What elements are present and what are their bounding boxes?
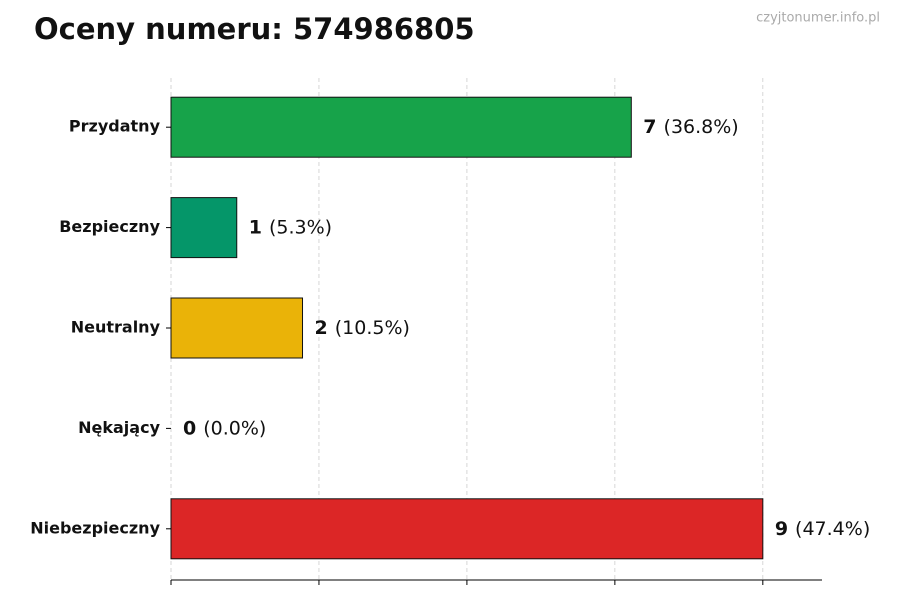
value-label: 1 (5.3%): [249, 216, 332, 238]
bar: [170, 297, 304, 359]
category-label: Bezpieczny: [59, 217, 160, 236]
category-label: Niebezpieczny: [30, 518, 160, 537]
value-label: 0 (0.0%): [183, 417, 266, 439]
value-count: 2: [315, 317, 328, 339]
value-percent: (10.5%): [335, 317, 410, 339]
bar: [170, 197, 238, 259]
value-percent: (36.8%): [664, 116, 739, 138]
value-percent: (0.0%): [203, 417, 266, 439]
value-label: 2 (10.5%): [315, 317, 410, 339]
value-count: 0: [183, 417, 196, 439]
category-label: Nękający: [78, 418, 160, 437]
bar: [170, 96, 632, 158]
bar: [170, 498, 764, 560]
value-percent: (47.4%): [795, 517, 870, 539]
value-label: 7 (36.8%): [643, 116, 738, 138]
category-label: Neutralny: [71, 318, 161, 337]
value-count: 1: [249, 216, 262, 238]
value-count: 9: [775, 517, 788, 539]
value-count: 7: [643, 116, 656, 138]
category-label: Przydatny: [69, 117, 161, 136]
chart-title: Oceny numeru: 574986805: [34, 12, 475, 46]
value-label: 9 (47.4%): [775, 517, 870, 539]
value-percent: (5.3%): [269, 216, 332, 238]
watermark: czyjtonumer.info.pl: [756, 11, 880, 26]
